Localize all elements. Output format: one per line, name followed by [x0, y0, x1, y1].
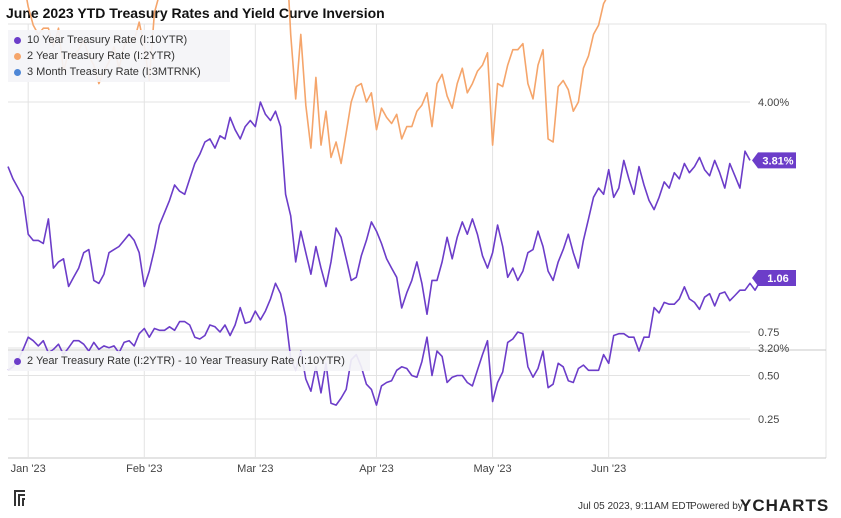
end-value-badge — [752, 270, 796, 287]
legend-item-spread[interactable]: 2 Year Treasury Rate (I:2YTR) - 10 Year … — [8, 353, 370, 369]
legend-item-2-year[interactable]: 2 Year Treasury Rate (I:2YTR) — [8, 48, 230, 64]
y-tick-label: 0.50 — [758, 371, 779, 383]
legend-item-3-month[interactable]: 3 Month Treasury Rate (I:3MTRNK) — [8, 64, 230, 80]
series-line — [7, 277, 766, 406]
series-line — [7, 101, 751, 316]
x-tick-label: Jun '23 — [591, 463, 626, 475]
legend-dot-icon — [14, 36, 21, 44]
legend-item-10-year[interactable]: 10 Year Treasury Rate (I:10YTR) — [8, 32, 230, 48]
y-tick-label: 0.75 — [758, 327, 779, 339]
legend-label-10-year: 10 Year Treasury Rate (I:10YTR) — [27, 34, 188, 46]
legend-label-2-year: 2 Year Treasury Rate (I:2YTR) — [27, 50, 175, 62]
legend-dot-icon — [14, 52, 21, 60]
x-tick-label: Mar '23 — [237, 463, 273, 475]
ycharts-brand[interactable]: YCHARTS — [740, 496, 830, 515]
x-tick-label: May '23 — [473, 463, 511, 475]
y-tick-label: 3.20% — [758, 343, 789, 355]
end-value-label: 3.81% — [762, 155, 793, 167]
legend-dot-icon — [14, 68, 21, 76]
y-tick-label: 4.00% — [758, 97, 789, 109]
x-tick-label: Apr '23 — [359, 463, 394, 475]
legend-label-spread: 2 Year Treasury Rate (I:2YTR) - 10 Year … — [27, 355, 345, 367]
legend-bottom: 2 Year Treasury Rate (I:2YTR) - 10 Year … — [8, 351, 370, 371]
timestamp: Jul 05 2023, 9:11AM EDT. — [578, 501, 694, 512]
x-tick-label: Feb '23 — [126, 463, 162, 475]
legend-dot-icon — [14, 357, 21, 365]
x-tick-label: Jan '23 — [11, 463, 46, 475]
end-value-label: 1.06 — [767, 273, 788, 285]
legend-top: 10 Year Treasury Rate (I:10YTR) 2 Year T… — [8, 30, 230, 82]
powered-by-label: Powered by — [690, 501, 743, 512]
end-value-badge — [752, 152, 796, 169]
ycharts-logo-icon — [14, 490, 25, 506]
legend-label-3-month: 3 Month Treasury Rate (I:3MTRNK) — [27, 66, 201, 78]
y-tick-label: 0.25 — [758, 414, 779, 426]
